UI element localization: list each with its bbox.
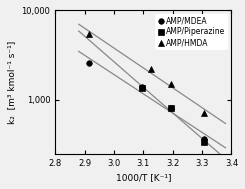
AMP/HMDA bbox=[87, 33, 90, 35]
Line: AMP/MDEA: AMP/MDEA bbox=[86, 60, 206, 142]
AMP/HMDA bbox=[202, 112, 205, 114]
Y-axis label: k₂  [m³ kmol⁻¹ s⁻¹]: k₂ [m³ kmol⁻¹ s⁻¹] bbox=[7, 40, 16, 124]
AMP/MDEA bbox=[202, 138, 205, 141]
Line: AMP/HMDA: AMP/HMDA bbox=[86, 31, 206, 115]
X-axis label: 1000/T [K⁻¹]: 1000/T [K⁻¹] bbox=[116, 173, 171, 182]
Line: AMP/Piperazine: AMP/Piperazine bbox=[139, 85, 206, 144]
AMP/HMDA bbox=[170, 83, 173, 85]
AMP/Piperazine bbox=[140, 87, 143, 89]
AMP/MDEA bbox=[140, 86, 143, 88]
AMP/HMDA bbox=[149, 68, 152, 70]
AMP/MDEA bbox=[170, 106, 173, 109]
AMP/Piperazine bbox=[170, 106, 173, 109]
Legend: AMP/MDEA, AMP/Piperazine, AMP/HMDA: AMP/MDEA, AMP/Piperazine, AMP/HMDA bbox=[155, 14, 228, 50]
AMP/Piperazine bbox=[202, 141, 205, 143]
AMP/MDEA bbox=[87, 62, 90, 64]
